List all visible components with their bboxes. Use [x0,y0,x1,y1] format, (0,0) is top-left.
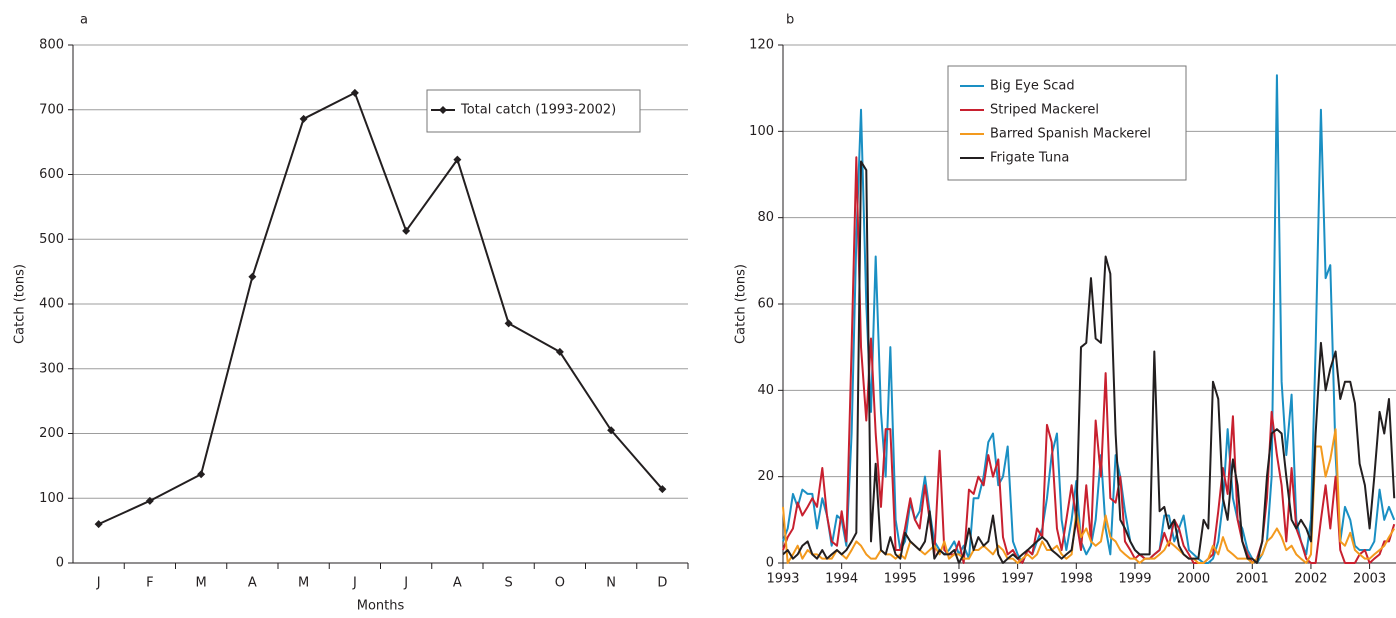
y-tick-label: 0 [56,556,64,571]
x-tick-label: 1996 [942,572,975,587]
y-tick-label: 400 [39,297,64,312]
y-tick-label: 120 [749,38,774,53]
data-point [504,319,513,328]
y-tick-label: 60 [757,297,774,312]
data-point [555,347,564,356]
x-tick-label: J [352,576,357,591]
legend-marker [439,106,447,114]
y-tick-label: 0 [766,556,774,571]
y-tick-label: 600 [39,167,64,182]
legend-box [947,65,1187,181]
x-tick-label: 2003 [1353,572,1386,587]
x-tick-label: M [298,576,309,591]
x-tick-label: 1993 [766,572,799,587]
chart-title: b [786,13,794,28]
x-tick-label: S [504,576,512,591]
y-tick-label: 100 [749,124,774,139]
x-tick-label: 2002 [1294,572,1327,587]
y-tick-label: 500 [39,232,64,247]
y-tick-label: 800 [39,38,64,53]
data-point [145,496,154,505]
data-point [402,226,411,235]
series-line [782,156,1396,564]
data-point [607,426,616,435]
legend-label: Frigate Tuna [990,151,1069,166]
y-tick-label: 700 [39,102,64,117]
x-tick-label: 1995 [884,572,917,587]
chart-title: a [80,13,88,28]
data-point [299,114,308,123]
legend-box [426,89,641,133]
x-tick-label: 1998 [1060,572,1093,587]
data-point [350,88,359,97]
y-tick-label: 300 [39,361,64,376]
x-tick-label: 2000 [1177,572,1210,587]
data-point [453,155,462,164]
x-tick-label: 1997 [1001,572,1034,587]
y-tick-label: 200 [39,426,64,441]
x-tick-label: A [248,576,257,591]
x-tick-label: 1994 [825,572,858,587]
x-tick-label: D [657,576,667,591]
legend-label: Striped Mackerel [990,103,1099,118]
x-tick-label: J [403,576,408,591]
x-tick-label: O [555,576,565,591]
x-tick-label: 2001 [1236,572,1269,587]
series-line [782,74,1396,564]
x-tick-label: 1999 [1118,572,1151,587]
data-point [94,520,103,529]
x-tick-label: M [196,576,207,591]
x-tick-label: F [146,576,153,591]
y-tick-label: 40 [757,383,774,398]
x-tick-label: J [96,576,101,591]
legend-label: Total catch (1993-2002) [460,103,616,118]
data-point [658,485,667,494]
x-tick-label: A [453,576,462,591]
legend-label: Big Eye Scad [990,79,1075,94]
series-line [98,91,664,526]
series-line [782,160,1396,564]
data-point [248,272,257,281]
y-axis-label: Catch (tons) [13,264,28,344]
x-axis-label: Months [357,599,405,614]
data-point [197,470,206,479]
y-axis-label: Catch (tons) [734,264,749,344]
legend-label: Barred Spanish Mackerel [990,127,1151,142]
y-tick-label: 80 [757,210,774,225]
x-tick-label: N [606,576,616,591]
y-tick-label: 100 [39,491,64,506]
y-tick-label: 20 [757,469,774,484]
